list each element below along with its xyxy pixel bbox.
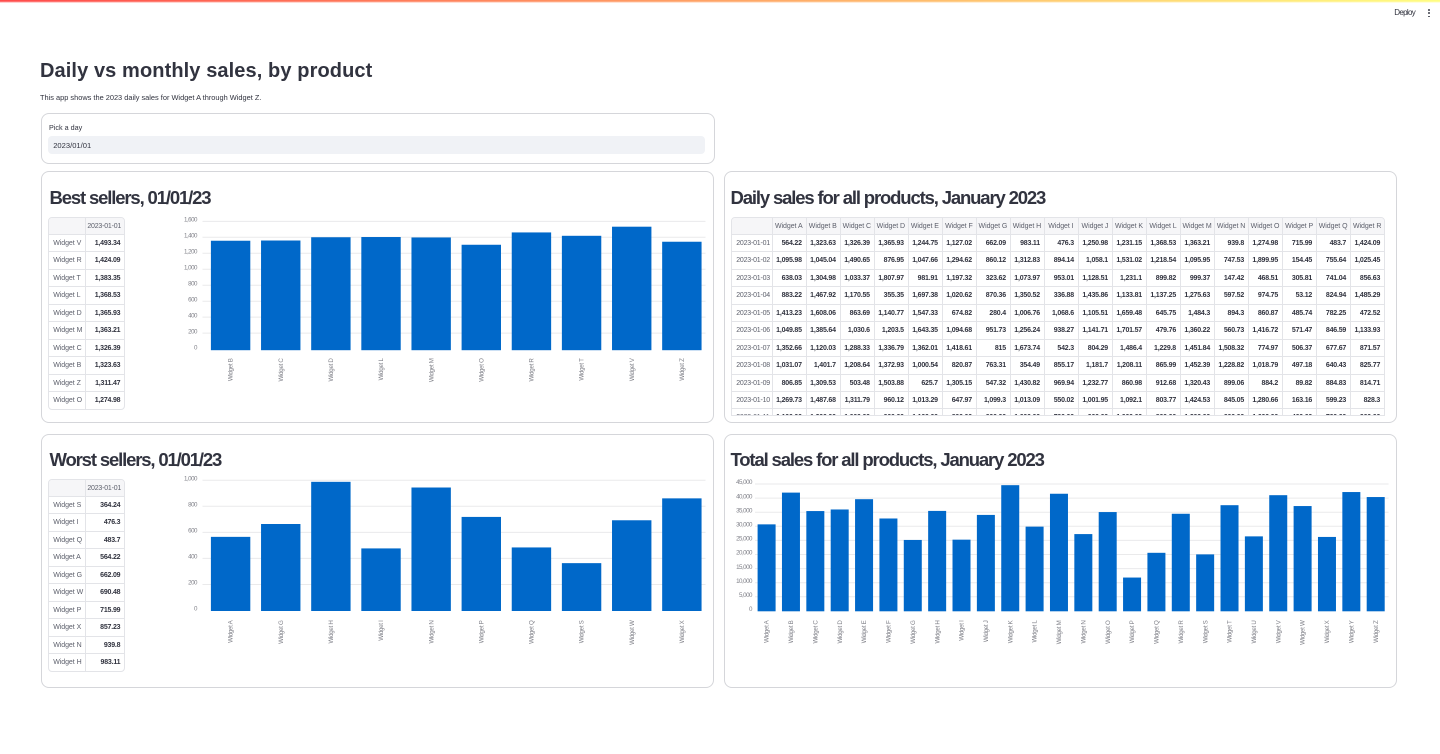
svg-text:Widget D: Widget D — [837, 620, 844, 644]
svg-text:Widget Y: Widget Y — [1348, 620, 1355, 643]
svg-text:Widget O: Widget O — [1105, 620, 1112, 644]
svg-text:Widget R: Widget R — [1178, 620, 1185, 644]
svg-text:200: 200 — [188, 580, 198, 587]
svg-text:600: 600 — [188, 296, 198, 303]
svg-text:800: 800 — [188, 501, 198, 508]
svg-text:30,000: 30,000 — [736, 522, 753, 529]
svg-text:Widget E: Widget E — [861, 620, 868, 643]
svg-text:Widget Z: Widget Z — [1373, 620, 1380, 643]
svg-text:Widget X: Widget X — [679, 620, 686, 643]
svg-text:Widget Z: Widget Z — [679, 358, 686, 381]
svg-text:Widget U: Widget U — [1251, 621, 1258, 644]
svg-text:Widget F: Widget F — [886, 620, 893, 643]
svg-text:Widget V: Widget V — [1275, 619, 1282, 643]
svg-text:0: 0 — [749, 606, 753, 613]
svg-text:Widget H: Widget H — [934, 621, 941, 644]
svg-text:Widget T: Widget T — [579, 358, 586, 381]
svg-text:Widget G: Widget G — [278, 620, 285, 644]
svg-text:400: 400 — [188, 312, 198, 319]
svg-text:Widget L: Widget L — [1032, 620, 1039, 643]
svg-text:1,000: 1,000 — [184, 475, 198, 482]
svg-text:Widget H: Widget H — [328, 621, 335, 644]
svg-text:Widget O: Widget O — [478, 358, 485, 382]
svg-text:0: 0 — [194, 344, 198, 351]
svg-text:Widget P: Widget P — [478, 620, 485, 643]
svg-text:Widget S: Widget S — [579, 620, 586, 643]
svg-text:Widget M: Widget M — [428, 358, 435, 382]
svg-text:800: 800 — [188, 280, 198, 287]
svg-text:35,000: 35,000 — [736, 507, 753, 514]
svg-text:200: 200 — [188, 328, 198, 335]
svg-text:Widget P: Widget P — [1129, 620, 1136, 643]
svg-text:0: 0 — [194, 606, 198, 613]
svg-text:Widget M: Widget M — [1056, 620, 1063, 644]
svg-text:Widget B: Widget B — [228, 358, 235, 381]
svg-text:1,600: 1,600 — [184, 217, 198, 224]
svg-text:Widget I: Widget I — [378, 620, 385, 641]
svg-text:45,000: 45,000 — [736, 479, 753, 486]
svg-text:Widget C: Widget C — [812, 620, 819, 644]
svg-text:Widget J: Widget J — [983, 620, 990, 642]
svg-text:Widget X: Widget X — [1324, 620, 1331, 643]
svg-text:Widget L: Widget L — [378, 358, 385, 381]
svg-text:Widget R: Widget R — [529, 358, 536, 382]
svg-text:1,000: 1,000 — [184, 264, 198, 271]
svg-text:Widget K: Widget K — [1007, 619, 1014, 643]
svg-text:1,200: 1,200 — [184, 248, 198, 255]
svg-text:Widget D: Widget D — [328, 358, 335, 382]
svg-text:15,000: 15,000 — [736, 564, 753, 571]
svg-text:Widget C: Widget C — [278, 358, 285, 382]
svg-text:1,400: 1,400 — [184, 233, 198, 240]
svg-text:Widget G: Widget G — [910, 620, 917, 644]
svg-text:Widget A: Widget A — [228, 619, 235, 643]
svg-text:Widget T: Widget T — [1227, 620, 1234, 643]
svg-text:Widget V: Widget V — [629, 357, 636, 381]
svg-text:Widget W: Widget W — [1300, 620, 1307, 645]
svg-text:400: 400 — [188, 554, 198, 561]
svg-text:600: 600 — [188, 528, 198, 535]
svg-text:Widget W: Widget W — [629, 620, 636, 645]
svg-text:Widget N: Widget N — [1080, 621, 1087, 644]
svg-text:Widget Q: Widget Q — [1154, 620, 1161, 644]
svg-text:20,000: 20,000 — [736, 550, 753, 557]
svg-text:Widget I: Widget I — [959, 620, 966, 641]
svg-text:25,000: 25,000 — [736, 536, 753, 543]
svg-text:5,000: 5,000 — [739, 592, 753, 599]
svg-text:Widget Q: Widget Q — [529, 620, 536, 644]
svg-text:Widget A: Widget A — [764, 619, 771, 643]
svg-text:Widget N: Widget N — [428, 621, 435, 644]
svg-text:Widget S: Widget S — [1202, 620, 1209, 643]
svg-text:Widget B: Widget B — [788, 620, 795, 643]
svg-text:40,000: 40,000 — [736, 493, 753, 500]
svg-text:10,000: 10,000 — [736, 578, 753, 585]
